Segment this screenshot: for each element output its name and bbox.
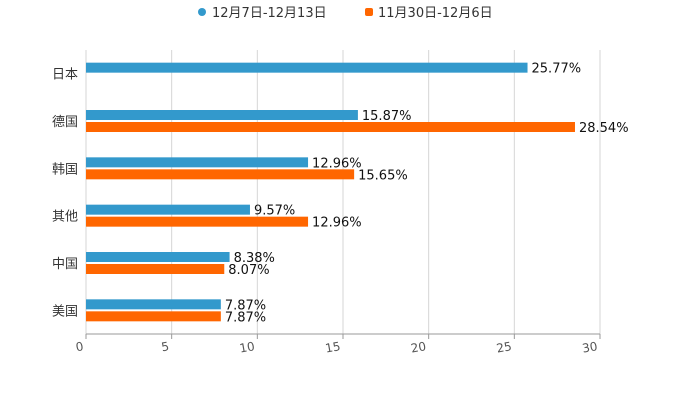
legend-marker-series-1 <box>198 8 206 16</box>
labels: 日本 25.77%德国 15.87%28.54%韩国 12.96%15.65%其他 9.… <box>52 62 629 326</box>
x-axis: 0 5 10 15 20 25 30 <box>75 333 601 356</box>
category-label-1: 德国 <box>52 115 78 130</box>
tick-label-x-30: 30 <box>581 339 598 355</box>
bar-series-2-5 <box>86 311 221 322</box>
data-label-series-1-5: 7.87% <box>225 298 266 313</box>
bar-series-1-4 <box>86 252 230 262</box>
tick-label-x-25: 25 <box>495 339 512 355</box>
data-label-series-1-3: 9.57% <box>254 204 295 219</box>
data-label-series-2-3: 12.96% <box>312 216 362 231</box>
bar-series-2-2 <box>86 169 355 180</box>
legend-marker-series-2 <box>365 8 373 16</box>
bar-series-2-4 <box>86 264 225 274</box>
bar-series-1-5 <box>86 299 221 310</box>
bars <box>86 62 575 322</box>
bar-series-1-2 <box>86 157 309 168</box>
data-label-series-1-1: 15.87% <box>362 109 412 124</box>
data-label-series-1-2: 12.96% <box>312 156 362 171</box>
category-label-5: 美国 <box>52 304 78 319</box>
data-label-series-2-1: 28.54% <box>579 121 629 136</box>
legend: 12月7日-12月13日 11月30日-12月6日 <box>198 6 493 21</box>
data-label-series-2-4: 8.07% <box>228 263 269 278</box>
tick-label-x-5: 5 <box>160 339 170 354</box>
data-label-series-2-2: 15.65% <box>358 168 408 183</box>
category-label-2: 韩国 <box>52 162 78 177</box>
bar-series-2-1 <box>86 122 575 132</box>
tick-label-x-15: 15 <box>324 339 341 355</box>
bar-series-1-0 <box>86 62 528 73</box>
legend-label-series-2: 11月30日-12月6日 <box>378 6 493 21</box>
category-label-3: 其他 <box>52 210 78 225</box>
category-label-4: 中国 <box>52 257 78 272</box>
tick-label-x-20: 20 <box>410 339 427 355</box>
bar-series-1-3 <box>86 204 250 215</box>
legend-label-series-1: 12月7日-12月13日 <box>212 6 327 21</box>
data-label-series-2-5: 7.87% <box>225 310 266 325</box>
data-label-series-1-4: 8.38% <box>234 251 275 266</box>
bar-series-2-3 <box>86 216 309 227</box>
gridlines <box>85 50 601 334</box>
category-label-0: 日本 <box>52 68 78 83</box>
tick-label-x-10: 10 <box>238 339 255 355</box>
data-label-series-1-0: 25.77% <box>532 62 582 77</box>
bar-series-1-1 <box>86 110 358 120</box>
tick-label-x-0: 0 <box>75 339 85 354</box>
